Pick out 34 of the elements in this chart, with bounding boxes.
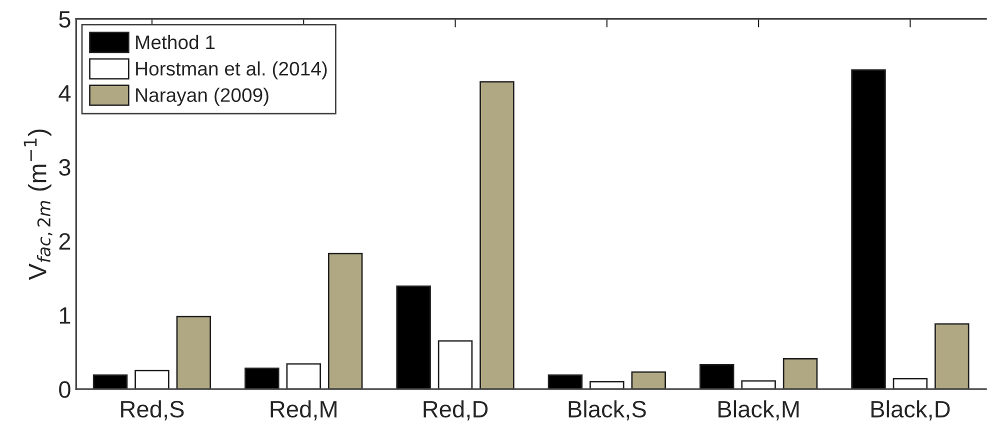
bar <box>244 368 280 390</box>
x-tick-label: Red,S <box>121 400 184 420</box>
bar <box>741 380 776 390</box>
x-tick-label: Black,S <box>568 400 646 420</box>
x-tick-label: Red,D <box>424 400 488 420</box>
bar <box>328 252 363 390</box>
y-tick-label: 1 <box>60 307 70 324</box>
bar <box>892 378 928 390</box>
bar <box>699 364 734 390</box>
bar <box>851 69 886 390</box>
bar <box>480 81 514 390</box>
legend-label: Method 1 <box>136 34 215 50</box>
bar <box>286 363 321 390</box>
y-tick-label: 3 <box>59 159 70 176</box>
bar <box>782 358 818 390</box>
bar <box>934 323 970 390</box>
bar <box>548 374 583 390</box>
x-tick-label: Black,M <box>718 400 799 420</box>
y-tick-label: 2 <box>59 233 70 250</box>
bar <box>590 381 624 390</box>
y-tick-label: 5 <box>59 11 70 28</box>
bar <box>631 371 666 390</box>
bar <box>92 374 128 390</box>
y-tick-label: 0 <box>59 381 70 398</box>
y-tick-label: 4 <box>58 85 71 102</box>
legend-label: Horstman et al. (2014) <box>136 61 327 80</box>
x-tick-label: Black,D <box>871 400 950 420</box>
bar <box>134 370 170 390</box>
bar <box>438 340 473 390</box>
legend-label: Narayan (2009) <box>136 88 268 106</box>
y-axis-title: V$_{fac,2m}$ (m$^{−1}$) <box>24 130 52 280</box>
bar <box>396 285 431 390</box>
bar <box>176 316 212 390</box>
x-tick-label: Red,M <box>270 400 336 420</box>
